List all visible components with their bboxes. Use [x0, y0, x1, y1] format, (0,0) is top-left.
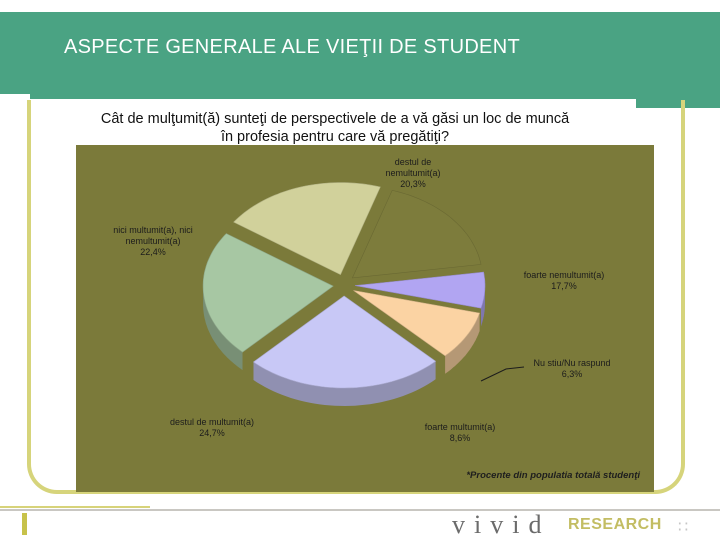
slice-label-text: Nu stiu/Nu raspund [533, 358, 611, 368]
pie-slice [351, 189, 482, 279]
pie-slice [252, 295, 437, 389]
slice-label-value: 6,3% [561, 369, 583, 379]
survey-question: Cât de mulţumit(ă) sunteţi de perspectiv… [40, 110, 630, 146]
label-leader-line [480, 366, 525, 382]
pie-slice-side [253, 361, 436, 406]
slice-label-destul-multumit: destul de multumit(a) 24,7% [152, 417, 272, 439]
slice-label-text: destul de [394, 157, 432, 167]
footer-divider [0, 509, 720, 511]
pie-chart [202, 182, 525, 406]
slice-label-text: nemultumit(a) [125, 236, 181, 246]
pie-slice-side [203, 286, 243, 371]
slice-label-text: destul de multumit(a) [169, 417, 255, 427]
footer-left-box [0, 506, 150, 542]
pie-slice [354, 271, 486, 309]
vivid-logo-text: vivid [452, 510, 551, 539]
slice-label-value: 22,4% [140, 247, 166, 257]
content-frame [27, 100, 685, 494]
question-line-1: Cât de mulţumit(ă) sunteţi de perspectiv… [100, 111, 570, 127]
slice-label-value: 24,7% [199, 428, 225, 438]
slice-label-foarte-nemultumit: foarte nemultumit(a) 17,7% [504, 270, 624, 292]
pie-slice [353, 290, 481, 357]
header-underline [30, 94, 636, 99]
pie-chart-panel: destul de nemultumit(a) 20,3% foarte nem… [76, 145, 654, 492]
footer-accent-bar [22, 513, 27, 535]
slice-label-value: 20,3% [400, 179, 426, 189]
header-band [0, 12, 720, 94]
slice-label-value: 8,6% [449, 433, 471, 443]
pie-slice [202, 233, 334, 353]
slice-label-text: foarte nemultumit(a) [523, 270, 605, 280]
slide-title: ASPECTE GENERALE ALE VIEŢII DE STUDENT [64, 36, 520, 58]
slice-label-nici-nici: nici multumit(a), nici nemultumit(a) 22,… [98, 225, 208, 258]
question-line-2: în profesia pentru care vă pregătiţi? [220, 129, 450, 145]
chart-footnote: *Procente din populatia totală studenţi [466, 470, 640, 481]
slice-label-destul-nemultumit: destul de nemultumit(a) 20,3% [368, 157, 458, 190]
slice-label-foarte-multumit: foarte multumit(a) 8,6% [410, 422, 510, 444]
slice-label-text: foarte multumit(a) [424, 422, 496, 432]
slice-label-nu-stiu: Nu stiu/Nu raspund 6,3% [522, 358, 622, 380]
logo-dots-icon: ∷ [678, 517, 688, 536]
slice-label-text: nemultumit(a) [385, 168, 441, 178]
pie-slice-side [481, 285, 485, 327]
slice-label-text: nici multumit(a), nici [113, 225, 193, 235]
pie-slice [233, 182, 381, 276]
research-logo-text: RESEARCH [568, 516, 662, 533]
pie-slice-side [445, 313, 480, 374]
slice-label-value: 17,7% [551, 281, 577, 291]
